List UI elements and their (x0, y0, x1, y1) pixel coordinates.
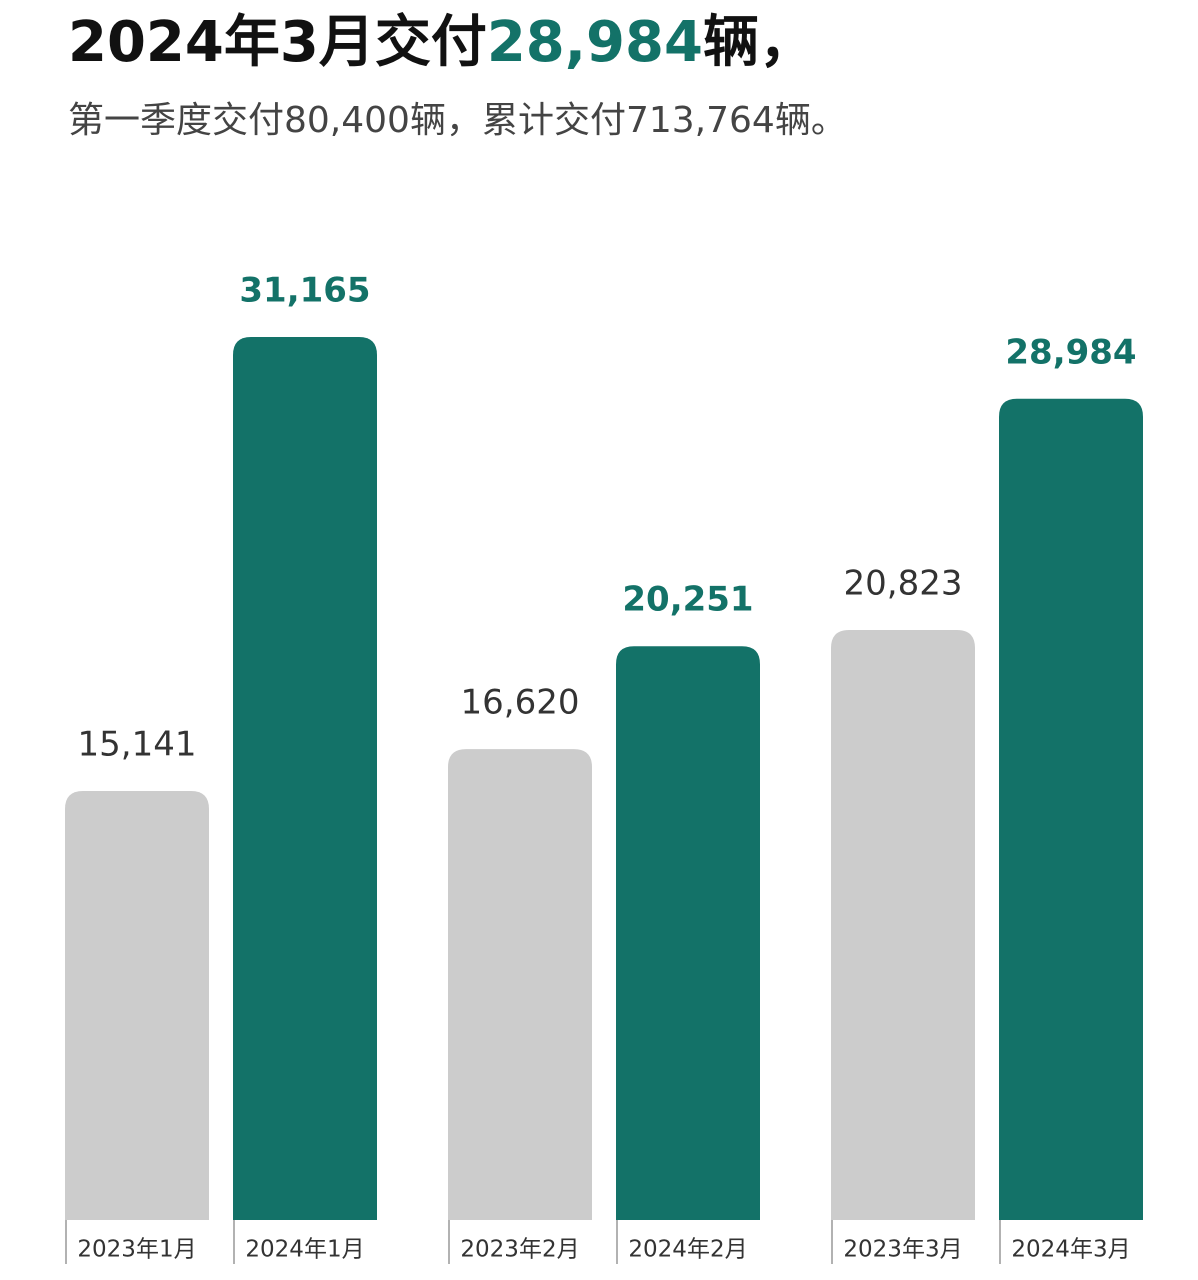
bar (448, 749, 592, 1220)
x-tick-label: 2024年1月 (245, 1237, 364, 1263)
title-part: 辆， (703, 10, 815, 75)
x-tick-label: 2023年2月 (460, 1237, 579, 1263)
title-highlight: 28,984 (487, 10, 703, 75)
chart-subtitle: 第一季度交付80,400辆，累计交付713,764辆。 (68, 100, 847, 141)
value-label: 20,251 (622, 580, 753, 620)
value-label: 20,823 (844, 564, 963, 604)
bar (616, 646, 760, 1220)
title-part: 2024年3月交付 (68, 10, 487, 75)
bar (65, 791, 209, 1220)
value-label: 15,141 (78, 725, 197, 765)
value-label: 31,165 (239, 271, 370, 311)
bar (233, 337, 377, 1220)
value-label: 28,984 (1005, 332, 1136, 372)
value-label: 16,620 (461, 683, 580, 723)
chart-title: 2024年3月交付28,984辆， (68, 10, 815, 75)
x-tick-label: 2023年1月 (77, 1237, 196, 1263)
x-tick-label: 2023年3月 (843, 1237, 962, 1263)
x-tick-label: 2024年3月 (1011, 1237, 1130, 1263)
bar (831, 630, 975, 1220)
x-tick-label: 2024年2月 (628, 1237, 747, 1263)
bar (999, 398, 1143, 1220)
